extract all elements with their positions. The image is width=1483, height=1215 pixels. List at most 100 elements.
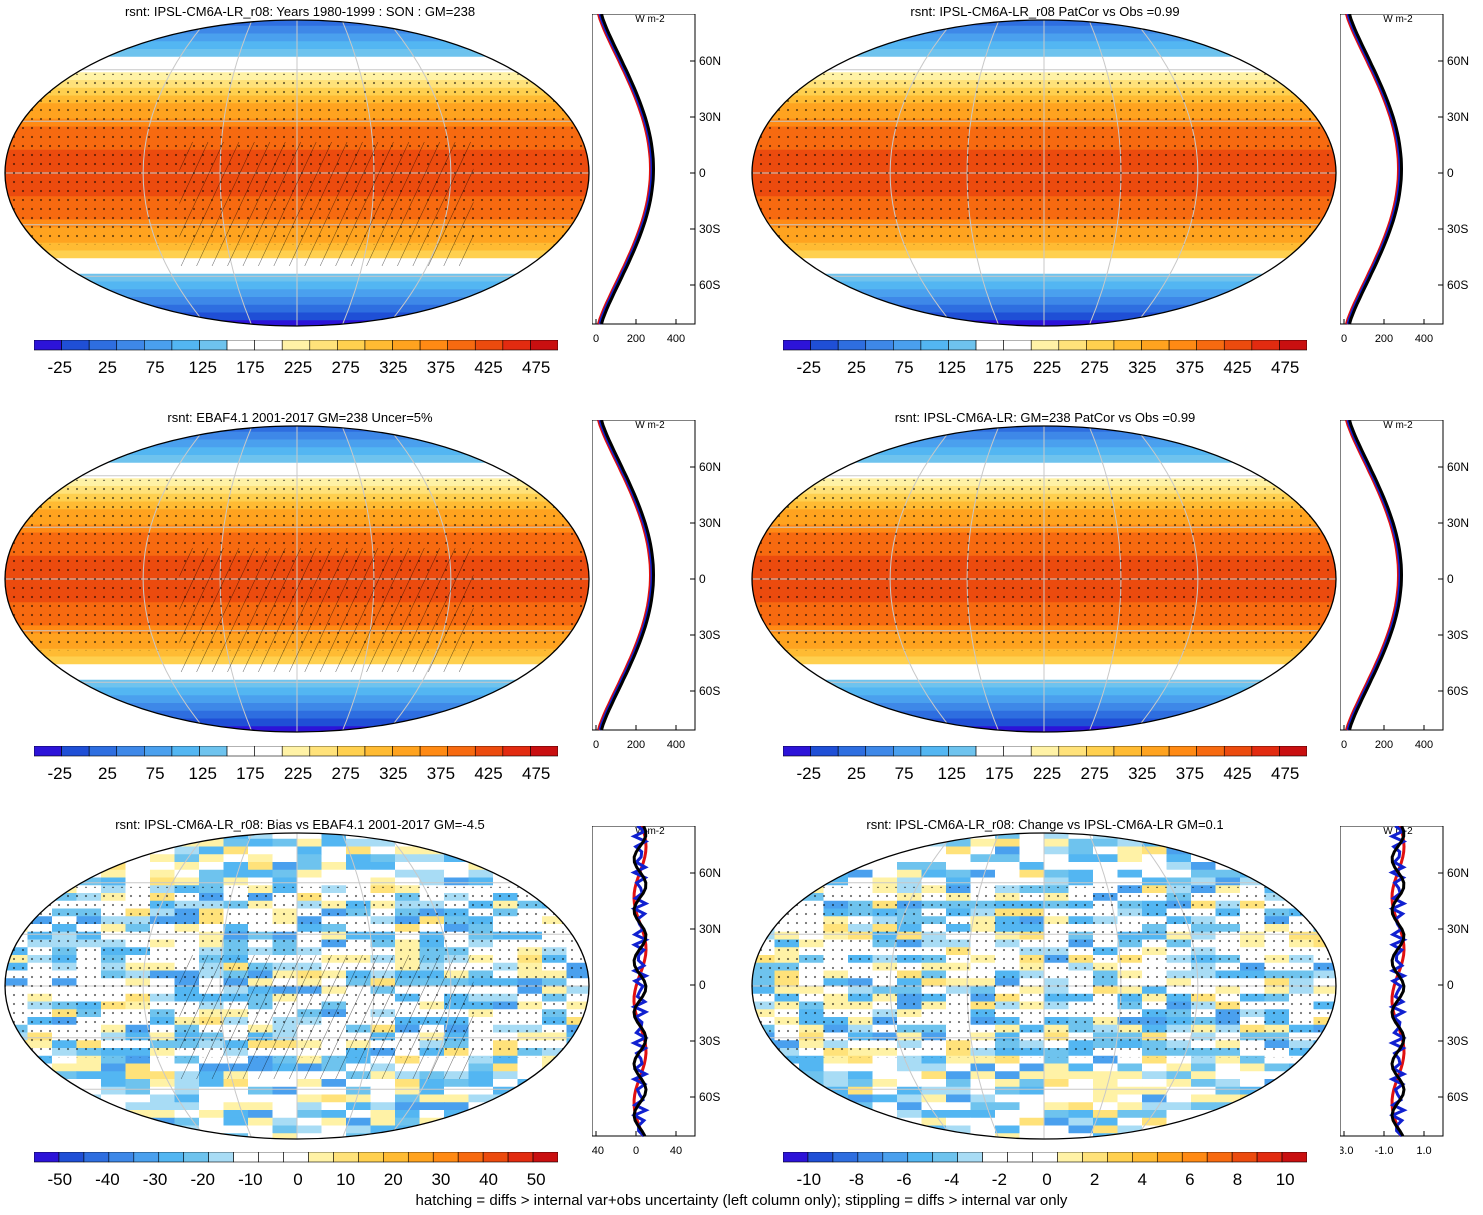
profile-series-red — [597, 14, 653, 325]
profile-x-label: 0 — [633, 1145, 639, 1157]
profile-x-label: 40 — [670, 1145, 682, 1157]
profile-x-label: 200 — [1375, 333, 1393, 345]
colorbar-label: 6 — [1185, 1170, 1194, 1189]
profile-x-label: 200 — [627, 333, 645, 345]
profile-lat-label: 60S — [1447, 684, 1468, 698]
profile-unit: W m-2 — [1383, 420, 1413, 431]
colorbar-label: 325 — [1128, 764, 1156, 783]
profile-lat-label: 60S — [699, 1090, 720, 1104]
profile-lat-label: 30S — [1447, 1034, 1468, 1048]
colorbar-label: -6 — [897, 1170, 912, 1189]
colorbar-label: 25 — [847, 358, 866, 377]
colorbar-label: 475 — [522, 764, 550, 783]
profile-lat-label: 0 — [1447, 978, 1454, 992]
profile-unit: W m-2 — [1383, 826, 1413, 837]
colorbar-p6: -10 -8 -6 -4 -2 0 2 4 6 8 10 — [783, 1152, 1307, 1189]
map-p4 — [751, 425, 1337, 733]
colorbar-label: 8 — [1233, 1170, 1242, 1189]
colorbar-label: -2 — [992, 1170, 1007, 1189]
colorbar-label: 375 — [1176, 764, 1204, 783]
colorbar-label: 125 — [189, 764, 217, 783]
profile-lat-label: 60S — [1447, 278, 1468, 292]
profile-p5: W m-2 60N 30N 0 30S 60S -40 0 40 — [592, 826, 721, 1157]
colorbar-label: -40 — [95, 1170, 120, 1189]
colorbar-label: 30 — [431, 1170, 450, 1189]
profile-series-red — [1345, 14, 1401, 325]
profile-series-blue — [1346, 420, 1402, 731]
colorbar-label: 25 — [98, 358, 117, 377]
colorbar-label: 475 — [522, 358, 550, 377]
colorbar-label: 50 — [527, 1170, 546, 1189]
colorbar-label: 75 — [895, 764, 914, 783]
colorbar-label: 175 — [236, 764, 264, 783]
colorbar-label: -8 — [849, 1170, 864, 1189]
profile-x-label: -3.0 — [1340, 1145, 1353, 1157]
profile-lat-label: 30N — [699, 516, 721, 530]
map-p2 — [751, 19, 1337, 327]
colorbar-label: 275 — [1080, 764, 1108, 783]
profile-lat-label: 30S — [699, 222, 720, 236]
profile-lat-label: 60N — [1447, 866, 1469, 880]
profile-lat-label: 60N — [699, 460, 721, 474]
colorbar-label: 4 — [1138, 1170, 1147, 1189]
map-p6 — [751, 832, 1337, 1140]
profile-x-label: -40 — [592, 1145, 604, 1157]
colorbar-label: 375 — [427, 764, 455, 783]
colorbar-label: 20 — [384, 1170, 403, 1189]
colorbar-label: -25 — [48, 358, 73, 377]
footnote: hatching = diffs > internal var+obs unce… — [415, 1192, 1068, 1209]
colorbar-label: 175 — [236, 358, 264, 377]
colorbar-label: 225 — [284, 764, 312, 783]
profile-x-label: 400 — [1415, 739, 1433, 751]
colorbar-label: 75 — [895, 358, 914, 377]
profile-lat-label: 60S — [1447, 1090, 1468, 1104]
colorbar-label: 75 — [146, 358, 165, 377]
profile-lat-label: 0 — [1447, 572, 1454, 586]
profile-series-red — [597, 420, 653, 731]
profile-lat-label: 60N — [699, 866, 721, 880]
panel-title-p2: rsnt: IPSL-CM6A-LR_r08 PatCor vs Obs =0.… — [910, 4, 1180, 19]
profile-series-red — [1345, 420, 1401, 731]
profile-x-label: 200 — [627, 739, 645, 751]
colorbar-label: 425 — [1223, 358, 1251, 377]
profile-series-black — [632, 826, 648, 1137]
profile-lat-label: 60N — [1447, 460, 1469, 474]
profile-p3: W m-2 60N 30N 0 30S 60S 0 200 400 — [592, 420, 721, 751]
profile-lat-label: 0 — [699, 978, 706, 992]
profile-series-black — [1348, 14, 1404, 325]
colorbar-label: 10 — [336, 1170, 355, 1189]
colorbar-label: 10 — [1276, 1170, 1295, 1189]
colorbar-label: 475 — [1271, 764, 1299, 783]
profile-series-blue — [598, 420, 654, 731]
map-p5 — [4, 832, 590, 1140]
panel-title-p6: rsnt: IPSL-CM6A-LR_r08: Change vs IPSL-C… — [866, 817, 1224, 832]
panel-title-p1: rsnt: IPSL-CM6A-LR_r08: Years 1980-1999 … — [124, 4, 476, 19]
profile-x-label: 0 — [1341, 333, 1347, 345]
profile-lat-label: 30N — [1447, 922, 1469, 936]
colorbar-label: 325 — [1128, 358, 1156, 377]
colorbar-label: 225 — [1033, 358, 1061, 377]
profile-x-label: 400 — [667, 333, 685, 345]
profile-series-black — [600, 14, 656, 325]
colorbar-label: 375 — [1176, 358, 1204, 377]
profile-x-label: 200 — [1375, 739, 1393, 751]
profile-x-label: 0 — [593, 333, 599, 345]
profile-lat-label: 0 — [1447, 166, 1454, 180]
colorbar-label: 25 — [98, 764, 117, 783]
profile-unit: W m-2 — [635, 14, 665, 25]
colorbar-label: 175 — [985, 764, 1013, 783]
profile-series-black — [600, 420, 656, 731]
colorbar-label: -30 — [143, 1170, 168, 1189]
profile-lat-label: 0 — [699, 572, 706, 586]
colorbar-label: -25 — [797, 764, 822, 783]
panel-title-p4: rsnt: IPSL-CM6A-LR: GM=238 PatCor vs Obs… — [894, 410, 1196, 425]
colorbar-label: -10 — [797, 1170, 822, 1189]
colorbar-label: -25 — [797, 358, 822, 377]
colorbar-label: 25 — [847, 764, 866, 783]
profile-lat-label: 30N — [1447, 110, 1469, 124]
colorbar-label: 175 — [985, 358, 1013, 377]
colorbar-label: -25 — [48, 764, 73, 783]
colorbar-label: -10 — [238, 1170, 263, 1189]
profile-unit: W m-2 — [1383, 14, 1413, 25]
colorbar-label: 425 — [474, 764, 502, 783]
